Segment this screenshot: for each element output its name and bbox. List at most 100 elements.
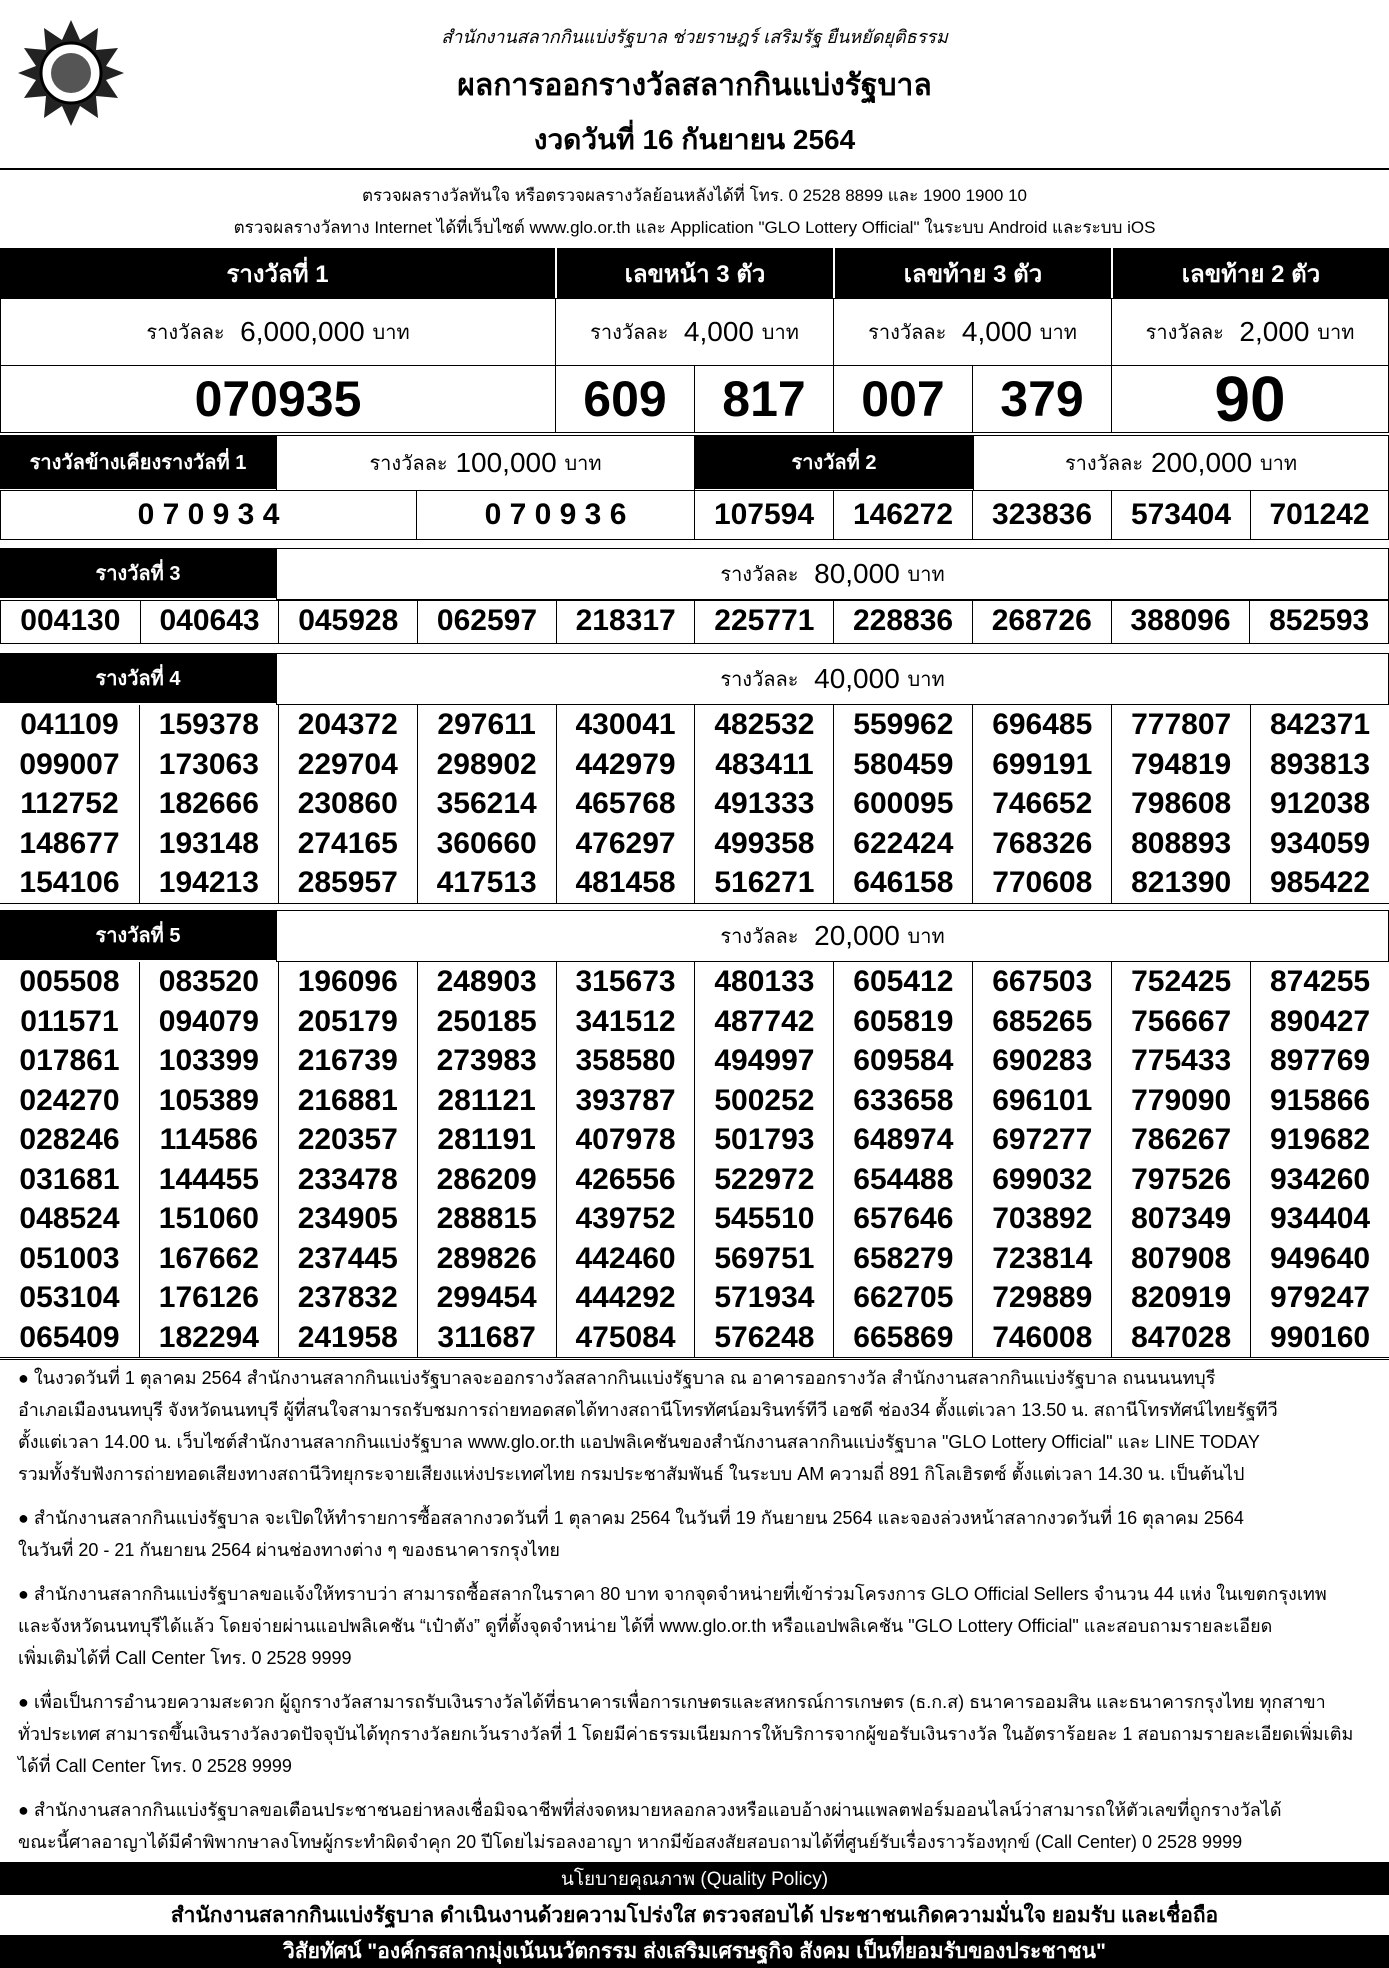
prize5-number: 648974 — [833, 1120, 972, 1160]
prize2-number: 701242 — [1250, 490, 1389, 540]
prize4-number: 356214 — [416, 784, 556, 824]
draw-date: งวดวันที่ 16 กันยายน 2564 — [533, 124, 856, 155]
prize3-number: 045928 — [278, 601, 417, 643]
prize5-number: 241958 — [277, 1317, 417, 1357]
prize4-number: 808893 — [1111, 823, 1250, 863]
prize5-number: 286209 — [416, 1159, 556, 1199]
last2-amount: รางวัลละ 2,000 บาท — [1111, 298, 1389, 366]
prize5-number: 703892 — [972, 1199, 1111, 1239]
prize5-number: 934404 — [1250, 1199, 1389, 1239]
prize4-number: 417513 — [416, 863, 556, 903]
prize4-number: 912038 — [1250, 784, 1389, 824]
prize5-number: 605412 — [833, 962, 972, 1002]
announcement-line: ตั้งแต่เวลา 14.00 น. เว็บไซต์สำนักงานสลา… — [18, 1432, 1260, 1452]
prize5-number: 699032 — [972, 1159, 1111, 1199]
prize4-number: 483411 — [694, 744, 833, 784]
prize5-number: 949640 — [1250, 1238, 1389, 1278]
prize5-number: 522972 — [694, 1159, 833, 1199]
announcement-line: ● เพื่อเป็นการอำนวยความสะดวก ผู้ถูกรางวั… — [18, 1692, 1326, 1712]
prize4-number: 821390 — [1111, 863, 1250, 903]
prize5-number: 569751 — [694, 1238, 833, 1278]
prize5-number: 797526 — [1111, 1159, 1250, 1199]
prize5-number: 662705 — [833, 1278, 972, 1318]
prize5-number: 233478 — [277, 1159, 417, 1199]
prize2-number: 146272 — [833, 490, 973, 540]
prize5-number: 216739 — [277, 1041, 417, 1081]
prize3-grid: 004130 040643 045928 062597 218317 225771 2288… — [0, 600, 1389, 644]
prize4-number: 646158 — [833, 863, 972, 903]
announcement-item: ● สำนักงานสลากกินแบ่งรัฐบาลขอแจ้งให้ทราบ… — [18, 1578, 1378, 1674]
prize5-number: 426556 — [555, 1159, 695, 1199]
prize5-number: 083520 — [138, 962, 278, 1002]
prize4-number: 699191 — [972, 744, 1111, 784]
prize5-number: 756667 — [1111, 1001, 1250, 1041]
prize5-number: 281121 — [416, 1080, 556, 1120]
prize5-number: 779090 — [1111, 1080, 1250, 1120]
announcement-line: เพิ่มเติมได้ที่ Call Center โทร. 0 2528 … — [18, 1648, 352, 1668]
prize5-number: 501793 — [694, 1120, 833, 1160]
last2-number: 90 — [1111, 363, 1389, 435]
prize4-number: 746652 — [972, 784, 1111, 824]
page-title: ผลการออกรางวัลสลากกินแบ่งรัฐบาล — [457, 69, 932, 102]
prize4-number: 204372 — [277, 705, 417, 745]
prize5-grid: 005508 083520 196096 248903 315673 480133 6054… — [0, 962, 1389, 1360]
prize4-number: 229704 — [277, 744, 417, 784]
prize4-number: 794819 — [1111, 744, 1250, 784]
prize4-number: 482532 — [694, 705, 833, 745]
prize5-number: 500252 — [694, 1080, 833, 1120]
prize5-number: 665869 — [833, 1317, 972, 1357]
prize4-number: 360660 — [416, 823, 556, 863]
prize5-number: 053104 — [19, 1281, 120, 1314]
prize4-number: 842371 — [1250, 705, 1389, 745]
prize4-number: 193148 — [138, 823, 278, 863]
prize1-amount: รางวัลละ 6,000,000 บาท — [0, 298, 556, 366]
prize3-number: 852593 — [1249, 601, 1388, 643]
announcement-line: ● สำนักงานสลากกินแบ่งรัฐบาลขอเตือนประชาช… — [18, 1800, 1282, 1820]
prize5-number: 990160 — [1250, 1317, 1389, 1357]
near1-number: 0 7 0 9 3 6 — [416, 490, 695, 540]
prize5-number: 696101 — [972, 1080, 1111, 1120]
check-info-phone: ตรวจผลรางวัลทันใจ หรือตรวจผลรางวัลย้อนหล… — [362, 186, 1027, 205]
prize5-label: รางวัลที่ 5 — [0, 910, 276, 960]
prize4-number: 985422 — [1250, 863, 1389, 903]
prize5-number: 494997 — [694, 1041, 833, 1081]
prize5-number: 176126 — [138, 1278, 278, 1318]
prize5-number: 144455 — [138, 1159, 278, 1199]
prize5-number: 487742 — [694, 1001, 833, 1041]
prize4-number: 491333 — [694, 784, 833, 824]
prize4-number: 442979 — [555, 744, 695, 784]
prize5-number: 890427 — [1250, 1001, 1389, 1041]
prize5-number: 934260 — [1250, 1159, 1389, 1199]
back3-number: 007 — [833, 365, 973, 433]
prize2-number: 573404 — [1111, 490, 1251, 540]
prize5-number: 571934 — [694, 1278, 833, 1318]
prize5-number: 697277 — [972, 1120, 1111, 1160]
announcement-line: ทั่วประเทศ สามารถขึ้นเงินรางวัลงวดปัจจุบ… — [18, 1724, 1354, 1744]
prize3-number: 218317 — [555, 601, 695, 643]
prize5-number: 281191 — [416, 1120, 556, 1160]
prize4-number: 154106 — [19, 866, 120, 899]
prize5-number: 807349 — [1111, 1199, 1250, 1239]
divider — [0, 168, 1389, 170]
prize5-number: 024270 — [19, 1083, 120, 1117]
prize5-number: 657646 — [833, 1199, 972, 1239]
back3-number: 379 — [972, 365, 1112, 433]
prize4-number: 777807 — [1111, 705, 1250, 745]
prize5-number: 820919 — [1111, 1278, 1250, 1318]
prize5-number: 196096 — [277, 962, 417, 1002]
motto: สำนักงานสลากกินแบ่งรัฐบาล ช่วยราษฎร์ เสร… — [441, 27, 948, 47]
prize5-number: 786267 — [1111, 1120, 1250, 1160]
last2-label: เลขท้าย 2 ตัว — [1113, 248, 1389, 298]
prize4-amount: รางวัลละ 40,000 บาท — [276, 653, 1389, 705]
prize5-number: 407978 — [555, 1120, 695, 1160]
prize5-number: 103399 — [138, 1041, 278, 1081]
prize5-number: 480133 — [694, 962, 833, 1002]
prize4-number: 099007 — [19, 747, 120, 781]
near1-amount: รางวัลละ 100,000 บาท — [276, 435, 695, 491]
prize5-number: 393787 — [555, 1080, 695, 1120]
prize5-number: 874255 — [1250, 962, 1389, 1002]
prize2-amount: รางวัลละ 200,000 บาท — [973, 435, 1389, 491]
prize5-number: 205179 — [277, 1001, 417, 1041]
prize5-number: 442460 — [555, 1238, 695, 1278]
quality-policy-title: นโยบายคุณภาพ (Quality Policy) — [0, 1862, 1389, 1895]
